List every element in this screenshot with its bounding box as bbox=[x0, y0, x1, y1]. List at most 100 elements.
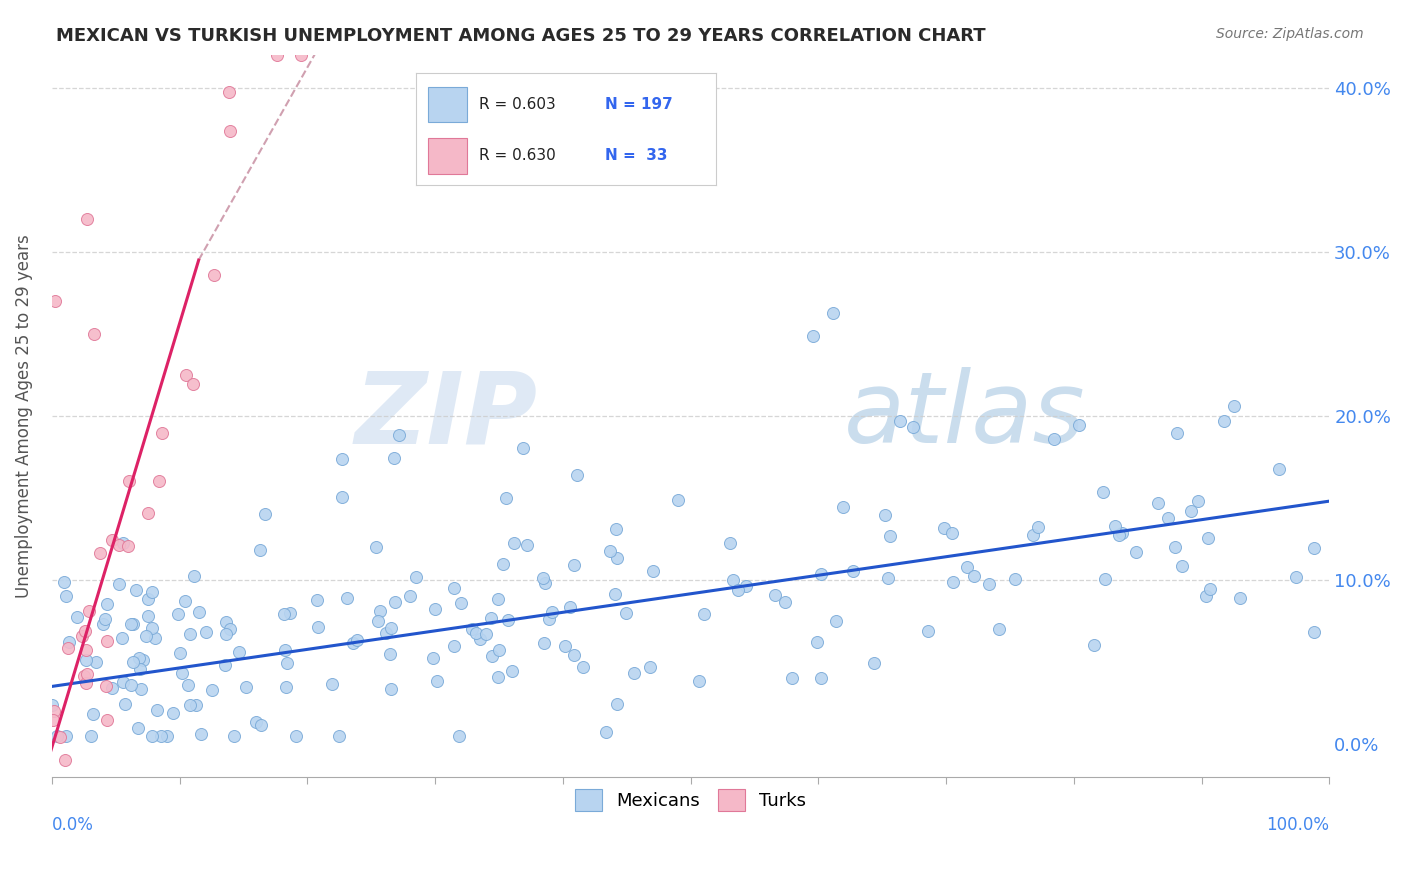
Point bbox=[496, 613, 519, 627]
Point bbox=[688, 674, 710, 689]
Point bbox=[290, 48, 312, 62]
Point bbox=[194, 625, 217, 640]
Point bbox=[75, 642, 97, 657]
Point bbox=[877, 571, 900, 585]
Point bbox=[179, 698, 201, 712]
Point bbox=[1187, 493, 1209, 508]
Point bbox=[426, 674, 449, 689]
Point bbox=[214, 658, 236, 673]
Point bbox=[640, 660, 662, 674]
Point bbox=[623, 666, 645, 681]
Point bbox=[810, 671, 832, 685]
Point bbox=[75, 675, 97, 690]
Point bbox=[831, 500, 853, 515]
Point bbox=[219, 124, 242, 138]
Point bbox=[782, 671, 804, 685]
Point bbox=[285, 729, 308, 743]
Point bbox=[228, 644, 250, 658]
Point bbox=[184, 698, 207, 712]
Point bbox=[810, 566, 832, 581]
Point bbox=[562, 558, 585, 572]
Point bbox=[48, 731, 70, 745]
Point bbox=[1108, 528, 1130, 542]
Point bbox=[540, 605, 562, 619]
Point bbox=[136, 506, 159, 520]
Point bbox=[879, 529, 901, 543]
Point bbox=[76, 212, 98, 227]
Point bbox=[44, 294, 66, 309]
Point bbox=[533, 635, 555, 649]
Point bbox=[475, 627, 498, 641]
Point bbox=[58, 641, 80, 656]
Point bbox=[336, 591, 359, 605]
Point bbox=[606, 551, 628, 566]
Point bbox=[111, 631, 134, 645]
Point bbox=[988, 622, 1011, 636]
Point bbox=[218, 85, 240, 99]
Point bbox=[727, 583, 749, 598]
Point bbox=[821, 305, 844, 319]
Point bbox=[481, 648, 503, 663]
Point bbox=[443, 581, 465, 595]
Point bbox=[901, 420, 924, 434]
Point bbox=[96, 679, 118, 693]
Text: Source: ZipAtlas.com: Source: ZipAtlas.com bbox=[1216, 27, 1364, 41]
Point bbox=[666, 492, 689, 507]
Point bbox=[122, 616, 145, 631]
Point bbox=[89, 546, 111, 560]
Point bbox=[83, 326, 105, 341]
Point bbox=[1166, 425, 1188, 440]
Point bbox=[595, 724, 617, 739]
Point bbox=[806, 635, 828, 649]
Point bbox=[55, 729, 77, 743]
Point bbox=[842, 564, 865, 578]
Point bbox=[399, 589, 422, 603]
Point bbox=[190, 727, 212, 741]
Text: MEXICAN VS TURKISH UNEMPLOYMENT AMONG AGES 25 TO 29 YEARS CORRELATION CHART: MEXICAN VS TURKISH UNEMPLOYMENT AMONG AG… bbox=[56, 27, 986, 45]
Point bbox=[443, 640, 465, 654]
Point bbox=[1303, 625, 1326, 640]
Point bbox=[534, 575, 557, 590]
Point bbox=[380, 621, 402, 635]
Point bbox=[75, 652, 97, 666]
Point bbox=[387, 428, 409, 442]
Point bbox=[562, 648, 585, 663]
Point bbox=[825, 614, 848, 628]
Point bbox=[447, 729, 470, 743]
Point bbox=[114, 697, 136, 711]
Point bbox=[136, 609, 159, 624]
Point bbox=[599, 544, 621, 558]
Point bbox=[112, 536, 135, 550]
Point bbox=[422, 651, 444, 665]
Point bbox=[889, 414, 911, 428]
Point bbox=[863, 657, 886, 671]
Point bbox=[721, 573, 744, 587]
Y-axis label: Unemployment Among Ages 25 to 29 years: Unemployment Among Ages 25 to 29 years bbox=[15, 234, 32, 598]
Point bbox=[305, 593, 328, 607]
Point bbox=[174, 593, 197, 607]
Point bbox=[461, 622, 484, 636]
Point bbox=[181, 377, 204, 392]
Point bbox=[152, 425, 174, 440]
Point bbox=[1026, 519, 1049, 533]
Point bbox=[201, 683, 224, 698]
Point bbox=[188, 605, 211, 619]
Point bbox=[53, 574, 76, 589]
Point bbox=[162, 706, 184, 720]
Point bbox=[375, 625, 398, 640]
Point bbox=[53, 753, 76, 767]
Point bbox=[108, 538, 131, 552]
Point bbox=[1004, 572, 1026, 586]
Point bbox=[605, 587, 627, 601]
Point bbox=[775, 594, 797, 608]
Point bbox=[222, 729, 245, 743]
Point bbox=[135, 629, 157, 643]
Point bbox=[249, 542, 271, 557]
Point bbox=[132, 652, 155, 666]
Point bbox=[84, 655, 107, 669]
Point bbox=[1229, 591, 1251, 606]
Point bbox=[368, 604, 391, 618]
Point bbox=[1180, 503, 1202, 517]
Point bbox=[58, 634, 80, 648]
Text: ZIP: ZIP bbox=[354, 368, 537, 465]
